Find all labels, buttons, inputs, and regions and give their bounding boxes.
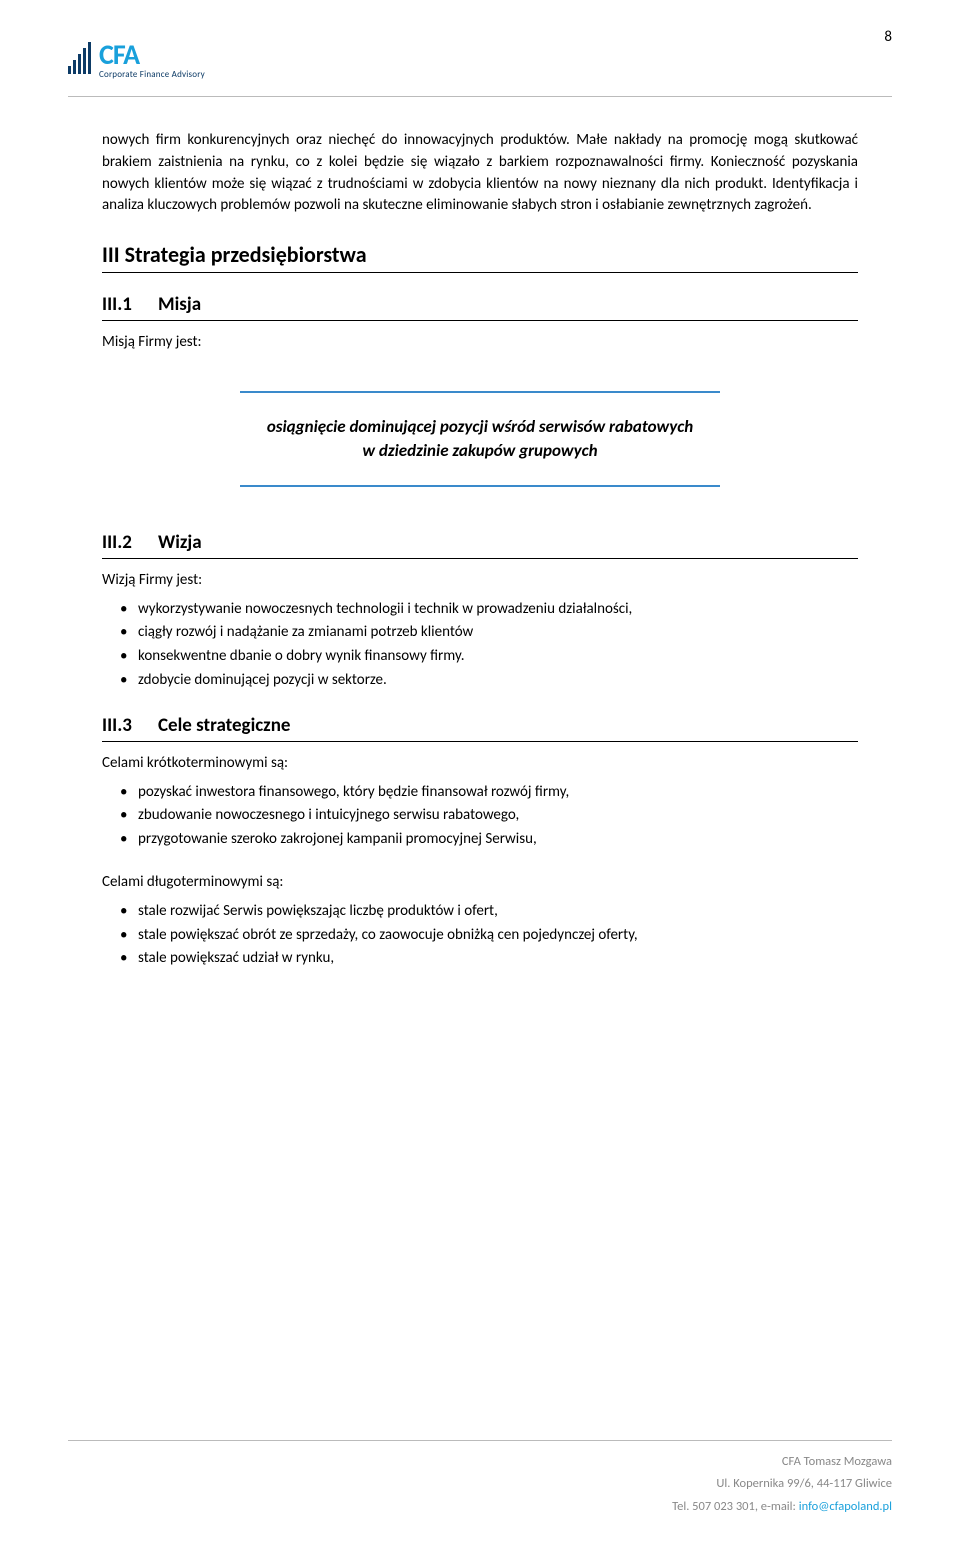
list-item: zbudowanie nowoczesnego i intuicyjnego s… <box>102 805 858 827</box>
list-item: stale rozwijać Serwis powiększając liczb… <box>102 901 858 923</box>
logo-main: CFA <box>99 42 205 67</box>
mission-quote: osiągnięcie dominującej pozycji wśród se… <box>240 391 720 487</box>
list-item: stale powiększać obrót ze sprzedaży, co … <box>102 925 858 947</box>
quote-line: osiągnięcie dominującej pozycji wśród se… <box>248 415 712 439</box>
footer-email-link[interactable]: info@cfapoland.pl <box>799 1499 892 1514</box>
misja-lead: Misją Firmy jest: <box>102 333 858 351</box>
heading-wizja: III.2Wizja <box>102 531 858 559</box>
list-item: przygotowanie szeroko zakrojonej kampani… <box>102 829 858 851</box>
heading-num: III.3 <box>102 714 158 737</box>
cele-long-list: stale rozwijać Serwis powiększając liczb… <box>102 901 858 970</box>
footer-tel: Tel. 507 023 301, e-mail: <box>672 1499 799 1514</box>
logo-text: CFA Corporate Finance Advisory <box>99 42 205 80</box>
heading-text: Cele strategiczne <box>158 714 291 737</box>
footer-divider <box>68 1440 892 1441</box>
footer-contact: Tel. 507 023 301, e-mail: info@cfapoland… <box>68 1496 892 1519</box>
cele-long-lead: Celami długoterminowymi są: <box>102 873 858 891</box>
page-footer: CFA Tomasz Mozgawa Ul. Kopernika 99/6, 4… <box>68 1440 892 1519</box>
logo-bars-icon <box>68 42 91 74</box>
heading-text: Misja <box>158 293 201 316</box>
heading-misja: III.1Misja <box>102 293 858 321</box>
heading-text: Wizja <box>158 531 202 554</box>
footer-address: Ul. Kopernika 99/6, 44-117 Gliwice <box>68 1473 892 1496</box>
page-number: 8 <box>884 28 892 46</box>
intro-paragraph: nowych firm konkurencyjnych oraz niechęć… <box>102 130 858 217</box>
list-item: wykorzystywanie nowoczesnych technologii… <box>102 599 858 621</box>
list-item: zdobycie dominującej pozycji w sektorze. <box>102 670 858 692</box>
heading-num: III.1 <box>102 293 158 316</box>
heading-cele: III.3Cele strategiczne <box>102 714 858 742</box>
wizja-lead: Wizją Firmy jest: <box>102 571 858 589</box>
header-logo: CFA Corporate Finance Advisory <box>68 42 205 80</box>
heading-num: III.2 <box>102 531 158 554</box>
header-divider <box>68 96 892 97</box>
quote-line: w dziedzinie zakupów grupowych <box>248 439 712 463</box>
wizja-list: wykorzystywanie nowoczesnych technologii… <box>102 599 858 692</box>
footer-text: CFA Tomasz Mozgawa Ul. Kopernika 99/6, 4… <box>68 1451 892 1519</box>
cele-short-list: pozyskać inwestora finansowego, który bę… <box>102 782 858 851</box>
footer-company: CFA Tomasz Mozgawa <box>68 1451 892 1474</box>
logo-subtitle: Corporate Finance Advisory <box>99 67 205 80</box>
list-item: konsekwentne dbanie o dobry wynik finans… <box>102 646 858 668</box>
list-item: pozyskać inwestora finansowego, który bę… <box>102 782 858 804</box>
list-item: ciągły rozwój i nadążanie za zmianami po… <box>102 622 858 644</box>
list-item: stale powiększać udział w rynku, <box>102 948 858 970</box>
cele-short-lead: Celami krótkoterminowymi są: <box>102 754 858 772</box>
page-content: nowych firm konkurencyjnych oraz niechęć… <box>102 130 858 992</box>
heading-main: III Strategia przedsiębiorstwa <box>102 241 858 273</box>
